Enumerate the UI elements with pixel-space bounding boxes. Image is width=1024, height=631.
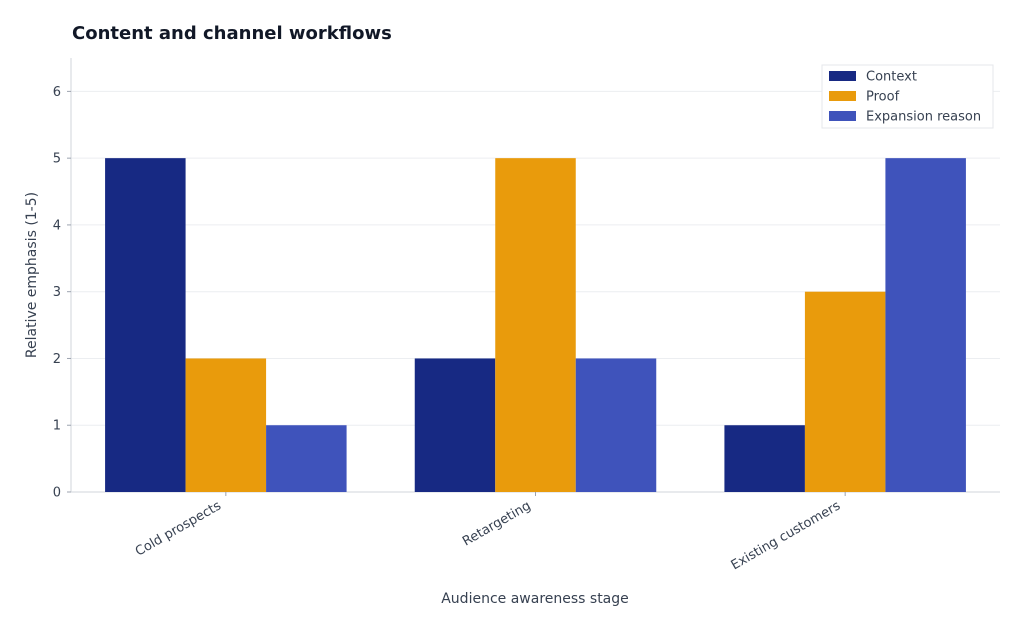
y-axis-label: Relative emphasis (1-5) [24, 192, 40, 358]
bar-proof [185, 358, 267, 492]
y-tick-label: 6 [53, 85, 61, 100]
x-ticks: Cold prospects Retargeting Existing custom… [133, 492, 846, 573]
y-tick-label: 5 [53, 152, 61, 167]
bar-context [105, 158, 186, 492]
y-tick-label: 3 [53, 285, 61, 300]
bar-expansion-reason [266, 425, 347, 492]
legend-label: Expansion reason [866, 110, 981, 125]
legend-swatch [829, 111, 856, 121]
y-tick-label: 1 [53, 419, 61, 434]
legend-label: Context [866, 70, 917, 85]
y-tick-label: 0 [53, 486, 61, 501]
chart-title: Content and channel workflows [72, 23, 392, 44]
y-ticks: 0 1 2 3 4 5 6 [53, 85, 71, 501]
x-tick-label: Existing customers [729, 498, 844, 573]
legend: Context Proof Expansion reason [821, 64, 994, 129]
bars [105, 158, 966, 492]
legend-label: Proof [866, 90, 900, 105]
x-tick-label: Retargeting [460, 498, 533, 549]
x-tick-label: Cold prospects [133, 498, 224, 559]
y-tick-label: 2 [53, 352, 61, 367]
x-axis-label: Audience awareness stage [441, 591, 629, 607]
bar-expansion-reason [575, 358, 657, 492]
bar-context [724, 425, 805, 492]
bar-context [414, 358, 496, 492]
bar-proof [804, 291, 886, 492]
bar-expansion-reason [885, 158, 966, 492]
legend-swatch [829, 91, 856, 101]
bar-proof [495, 158, 576, 492]
y-tick-label: 4 [53, 218, 61, 233]
legend-swatch [829, 71, 856, 81]
